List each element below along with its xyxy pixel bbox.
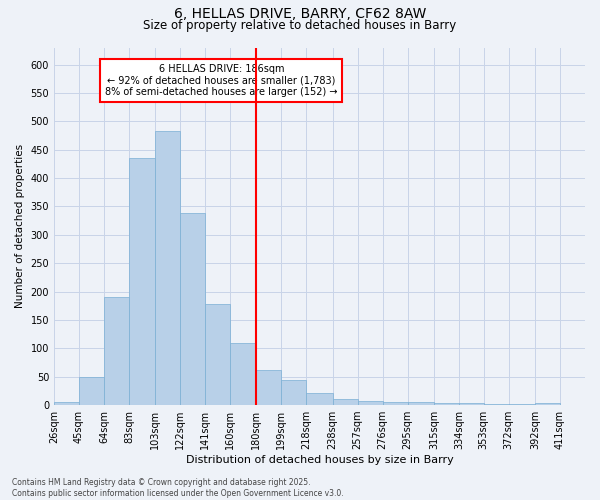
Bar	[155, 131, 180, 405]
Bar	[332, 399, 358, 405]
Bar	[484, 404, 509, 405]
Bar	[230, 342, 256, 405]
Bar	[54, 402, 79, 405]
Bar	[180, 213, 205, 405]
Bar	[256, 370, 281, 405]
Bar	[104, 297, 129, 405]
Text: Contains HM Land Registry data © Crown copyright and database right 2025.
Contai: Contains HM Land Registry data © Crown c…	[12, 478, 344, 498]
Bar	[509, 404, 535, 405]
Bar	[129, 158, 155, 405]
X-axis label: Distribution of detached houses by size in Barry: Distribution of detached houses by size …	[185, 455, 454, 465]
Text: Size of property relative to detached houses in Barry: Size of property relative to detached ho…	[143, 18, 457, 32]
Bar	[383, 402, 407, 405]
Y-axis label: Number of detached properties: Number of detached properties	[15, 144, 25, 308]
Bar	[307, 392, 332, 405]
Bar	[434, 403, 459, 405]
Bar	[407, 402, 434, 405]
Bar	[281, 380, 307, 405]
Bar	[358, 400, 383, 405]
Text: 6, HELLAS DRIVE, BARRY, CF62 8AW: 6, HELLAS DRIVE, BARRY, CF62 8AW	[174, 8, 426, 22]
Bar	[459, 404, 484, 405]
Bar	[79, 376, 104, 405]
Text: 6 HELLAS DRIVE: 186sqm
← 92% of detached houses are smaller (1,783)
8% of semi-d: 6 HELLAS DRIVE: 186sqm ← 92% of detached…	[105, 64, 338, 97]
Bar	[205, 304, 230, 405]
Bar	[535, 404, 560, 405]
